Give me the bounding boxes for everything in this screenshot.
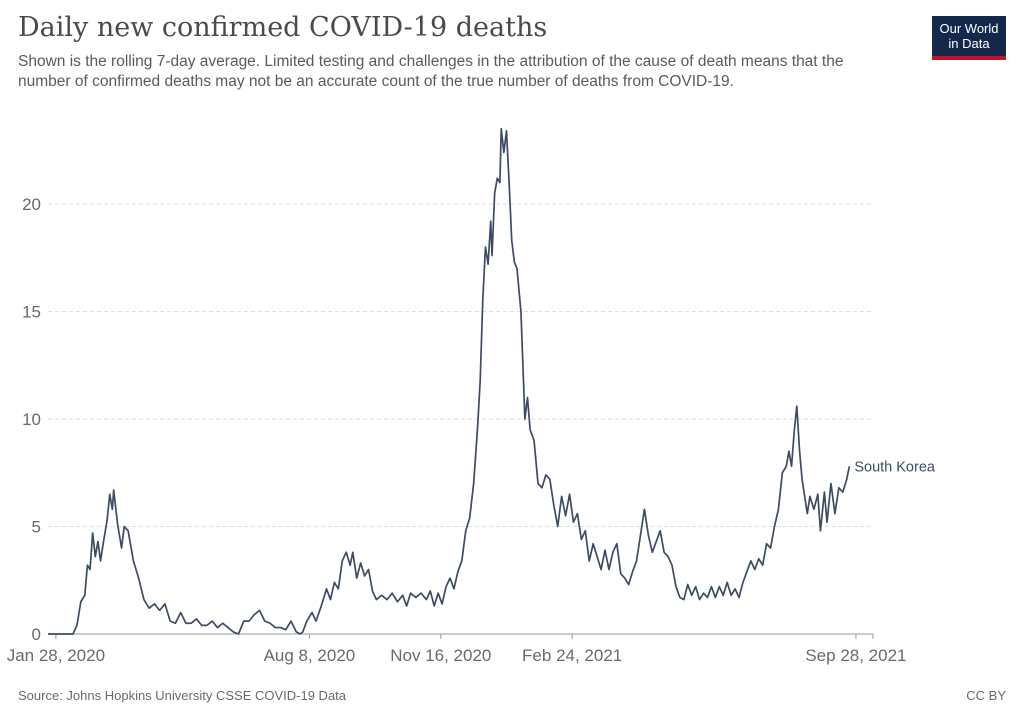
y-tick-label: 20 bbox=[22, 195, 41, 214]
x-axis-ticks: Jan 28, 2020 Aug 8, 2020 Nov 16, 2020 Feb 2… bbox=[7, 634, 907, 665]
source-note[interactable]: Source: Johns Hopkins University CSSE CO… bbox=[18, 688, 347, 703]
owid-logo[interactable]: Our World in Data bbox=[932, 16, 1006, 60]
grid-lines bbox=[48, 203, 873, 635]
series-layer: South Korea bbox=[48, 127, 936, 635]
license-label[interactable]: CC BY bbox=[966, 688, 1006, 703]
series-label-south-korea[interactable]: South Korea bbox=[854, 459, 936, 475]
x-tick-label: Aug 8, 2020 bbox=[264, 646, 356, 665]
logo-line-2: in Data bbox=[948, 36, 990, 51]
x-tick-label: Sep 28, 2021 bbox=[805, 646, 906, 665]
line-chart: 0 5 10 15 20 Jan 28, 2020 Aug 8, 2020 Nov 16, … bbox=[7, 127, 936, 665]
y-tick-label: 15 bbox=[22, 303, 41, 322]
x-tick-label: Feb 24, 2021 bbox=[522, 646, 622, 665]
x-tick-label: Jan 28, 2020 bbox=[7, 646, 105, 665]
chart-subtitle: Shown is the rolling 7-day average. Limi… bbox=[18, 53, 844, 90]
y-tick-label: 5 bbox=[32, 518, 41, 537]
y-tick-label: 0 bbox=[32, 625, 41, 644]
y-tick-label: 10 bbox=[22, 410, 41, 429]
chart-title: Daily new confirmed COVID-19 deaths bbox=[18, 12, 548, 43]
logo-line-1: Our World bbox=[939, 21, 999, 36]
series-line-south-korea[interactable] bbox=[48, 127, 851, 635]
x-tick-label: Nov 16, 2020 bbox=[390, 646, 491, 665]
y-axis-ticks: 0 5 10 15 20 bbox=[22, 195, 41, 644]
